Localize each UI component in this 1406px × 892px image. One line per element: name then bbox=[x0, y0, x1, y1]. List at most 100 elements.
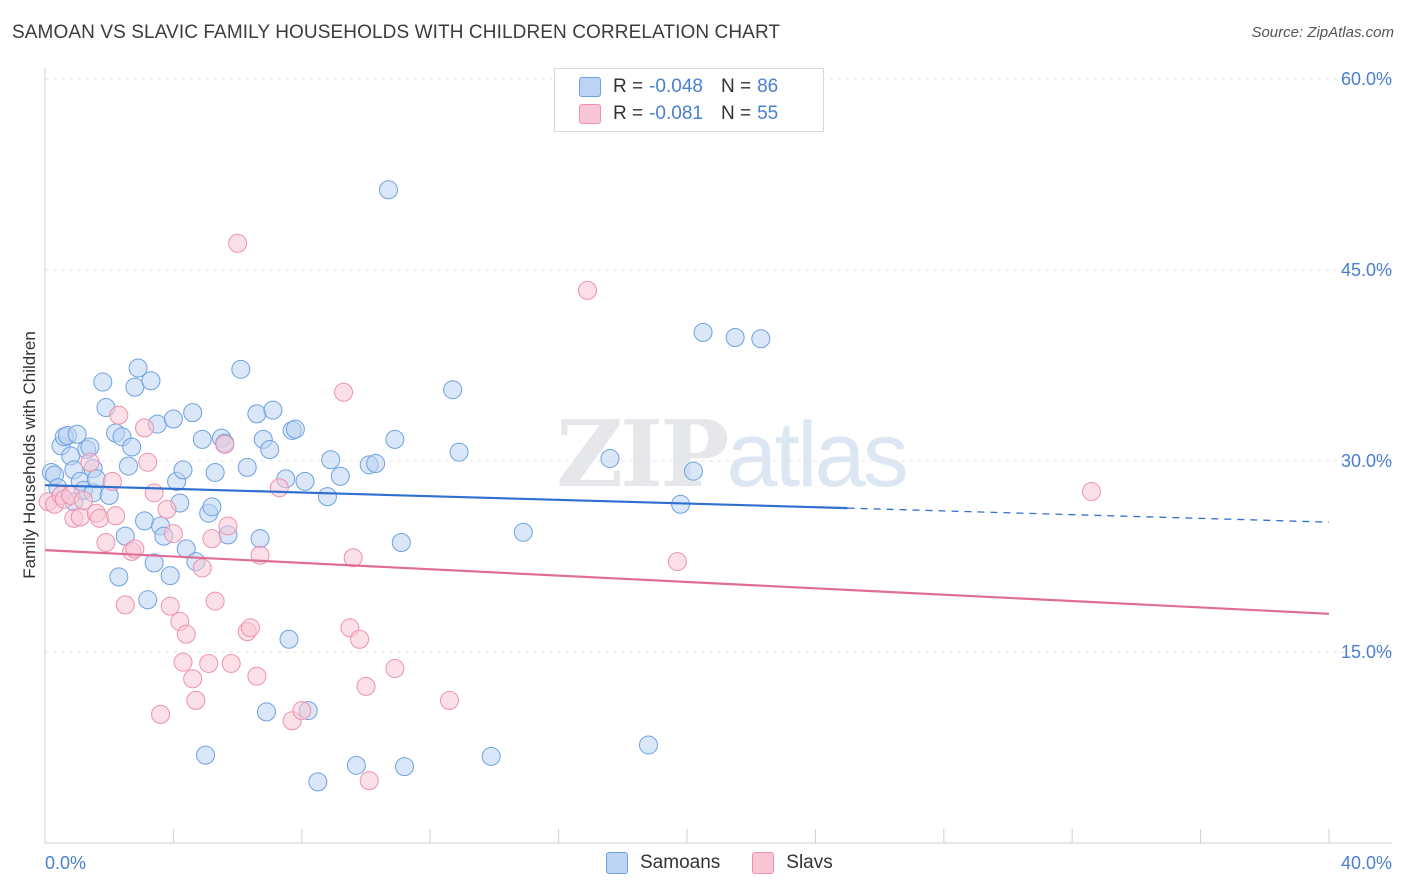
point-slavs bbox=[218, 516, 238, 536]
point-samoans bbox=[205, 462, 225, 482]
point-slavs bbox=[356, 676, 376, 696]
legend-swatch-slavs bbox=[579, 104, 601, 124]
point-samoans bbox=[285, 419, 305, 439]
x-tick-label: 0.0% bbox=[45, 853, 86, 873]
point-slavs bbox=[160, 596, 180, 616]
y-tick-label: 60.0% bbox=[1341, 69, 1392, 89]
watermark-zip: ZIP bbox=[556, 400, 729, 508]
point-slavs bbox=[228, 233, 248, 253]
legend-row-slavs: R = -0.081 N = 55 bbox=[579, 102, 796, 126]
point-slavs bbox=[202, 529, 222, 549]
point-samoans bbox=[391, 532, 411, 552]
point-samoans bbox=[237, 457, 257, 477]
point-samoans bbox=[256, 702, 276, 722]
point-slavs bbox=[176, 624, 196, 644]
point-samoans bbox=[366, 454, 386, 474]
point-samoans bbox=[321, 450, 341, 470]
point-samoans bbox=[144, 553, 164, 573]
legend-n-value: 86 bbox=[757, 76, 779, 97]
point-samoans bbox=[183, 403, 203, 423]
point-samoans bbox=[122, 437, 142, 457]
source-label: Source: ZipAtlas.com bbox=[1251, 24, 1394, 41]
y-tick-label: 15.0% bbox=[1341, 642, 1392, 662]
point-samoans bbox=[141, 371, 161, 391]
legend: R = -0.048 N = 86 R = -0.081 N = 55 bbox=[554, 68, 824, 132]
point-samoans bbox=[378, 180, 398, 200]
point-samoans bbox=[260, 440, 280, 460]
point-slavs bbox=[96, 532, 116, 552]
point-samoans bbox=[128, 358, 148, 378]
x-ticks bbox=[172, 829, 1330, 843]
watermark-atlas: atlas bbox=[726, 404, 908, 506]
point-slavs bbox=[151, 704, 171, 724]
point-samoans bbox=[481, 746, 501, 766]
point-slavs bbox=[192, 558, 212, 578]
legend-r-label: R = bbox=[613, 76, 644, 97]
point-slavs bbox=[183, 669, 203, 689]
point-slavs bbox=[135, 418, 155, 438]
point-slavs bbox=[221, 653, 241, 673]
legend-r-value: -0.081 bbox=[649, 103, 703, 124]
point-samoans bbox=[317, 487, 337, 507]
point-samoans bbox=[385, 429, 405, 449]
point-samoans bbox=[202, 497, 222, 517]
point-samoans bbox=[135, 511, 155, 531]
point-slavs bbox=[115, 595, 135, 615]
point-samoans bbox=[160, 566, 180, 586]
bottom-legend-label: Slavs bbox=[786, 852, 833, 873]
point-slavs bbox=[163, 524, 183, 544]
point-samoans bbox=[443, 380, 463, 400]
point-slavs bbox=[80, 452, 100, 472]
point-samoans bbox=[192, 429, 212, 449]
point-slavs bbox=[247, 666, 267, 686]
point-samoans bbox=[346, 755, 366, 775]
points bbox=[38, 180, 1101, 792]
point-samoans bbox=[163, 409, 183, 429]
point-samoans bbox=[263, 400, 283, 420]
bottom-legend-slavs[interactable]: Slavs bbox=[752, 852, 833, 874]
point-slavs bbox=[157, 499, 177, 519]
point-samoans bbox=[93, 372, 113, 392]
point-slavs bbox=[350, 629, 370, 649]
point-slavs bbox=[199, 653, 219, 673]
point-samoans bbox=[279, 629, 299, 649]
point-slavs bbox=[240, 618, 260, 638]
legend-r-value: -0.048 bbox=[649, 76, 703, 97]
point-slavs bbox=[109, 405, 129, 425]
x-tick-label: 40.0% bbox=[1341, 853, 1392, 873]
point-samoans bbox=[638, 735, 658, 755]
point-samoans bbox=[138, 590, 158, 610]
point-samoans bbox=[67, 424, 87, 444]
point-samoans bbox=[109, 567, 129, 587]
trend-line-slavs bbox=[44, 549, 1330, 615]
point-slavs bbox=[1081, 482, 1101, 502]
point-slavs bbox=[90, 508, 110, 528]
point-slavs bbox=[359, 771, 379, 791]
point-samoans bbox=[250, 529, 270, 549]
y-tick-label: 30.0% bbox=[1341, 451, 1392, 471]
point-slavs bbox=[106, 506, 126, 526]
point-samoans bbox=[693, 322, 713, 342]
trend-line-samoans bbox=[44, 484, 848, 510]
legend-n-label: N = bbox=[720, 76, 752, 97]
point-samoans bbox=[125, 377, 145, 397]
point-samoans bbox=[330, 466, 350, 486]
legend-row-samoans: R = -0.048 N = 86 bbox=[579, 75, 796, 99]
legend-n-label: N = bbox=[720, 103, 752, 124]
point-samoans bbox=[173, 460, 193, 480]
trend-lines bbox=[44, 484, 1330, 615]
point-slavs bbox=[70, 507, 90, 527]
point-samoans bbox=[196, 745, 215, 765]
point-samoans bbox=[118, 456, 138, 476]
point-slavs bbox=[186, 690, 206, 710]
point-slavs bbox=[292, 701, 312, 721]
bottom-legend-label: Samoans bbox=[640, 852, 721, 873]
point-slavs bbox=[74, 490, 94, 510]
point-samoans bbox=[725, 327, 745, 347]
point-samoans bbox=[295, 471, 315, 491]
x-tick-labels: 0.0% 40.0% bbox=[45, 853, 1392, 873]
point-slavs bbox=[215, 434, 235, 454]
point-slavs bbox=[144, 483, 164, 503]
swatch-slavs bbox=[752, 852, 775, 874]
bottom-legend-samoans[interactable]: Samoans bbox=[606, 852, 720, 874]
